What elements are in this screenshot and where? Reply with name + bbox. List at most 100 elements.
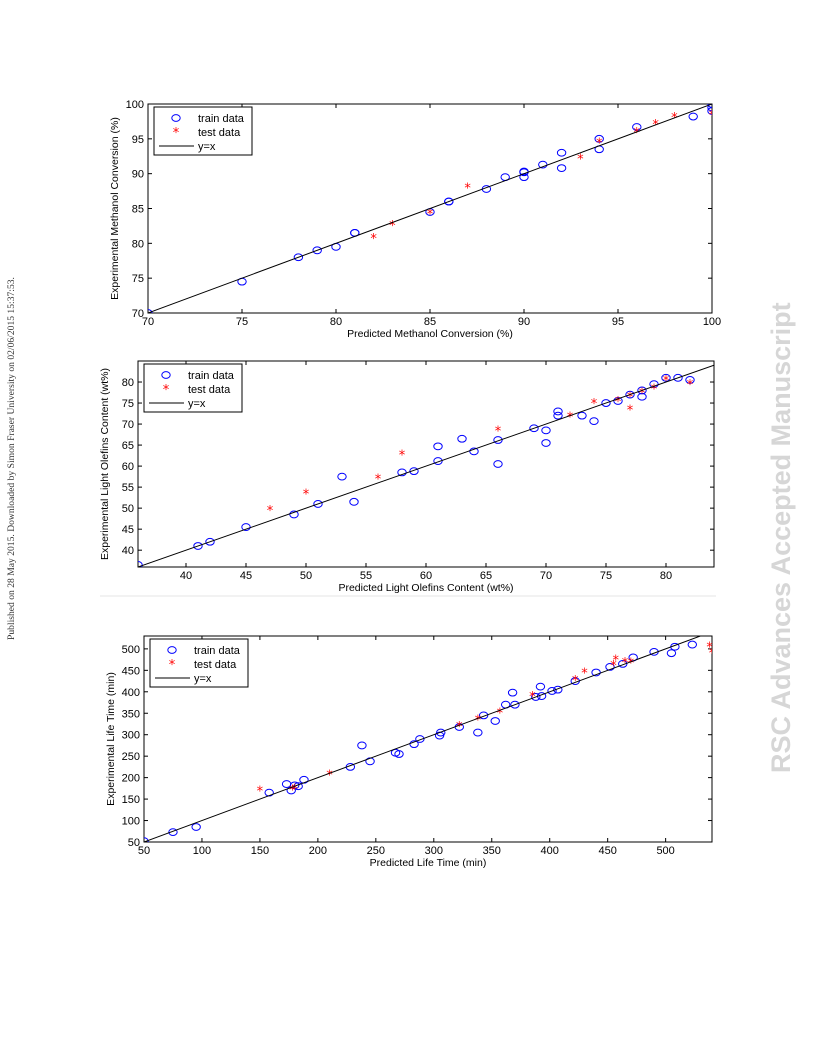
methanol-train-point: [707, 107, 712, 115]
methanol-y-tick-label: 80: [132, 238, 144, 250]
lifetime-train-point: [473, 728, 483, 737]
methanol-legend-label: y=x: [198, 141, 216, 153]
olefins-y-axis-label: Experimental Light Olefins Content (wt%): [99, 368, 111, 560]
olefins-test-point: *: [567, 410, 574, 425]
methanol-y-tick-label: 95: [132, 134, 144, 146]
lifetime-x-tick-label: 150: [251, 845, 269, 857]
methanol-train-point: [148, 309, 153, 313]
olefins-train-point: [541, 439, 551, 447]
lifetime-y-tick-label: 100: [122, 816, 140, 828]
methanol-train-point: [556, 164, 567, 172]
olefins-y-tick-label: 65: [122, 440, 134, 452]
lifetime-y-tick-label: 300: [122, 730, 140, 742]
methanol-train-point: [632, 123, 642, 131]
methanol-test-point: *: [577, 152, 584, 167]
olefins-train-point: [493, 436, 503, 444]
lifetime-test-point: *: [613, 654, 620, 669]
lifetime-train-point: [144, 837, 149, 842]
lifetime-train-point: [605, 663, 615, 671]
olefins-legend-label: train data: [188, 370, 235, 382]
olefins-x-tick-label: 55: [360, 570, 372, 582]
olefins-train-point: [313, 500, 323, 508]
lifetime-y-tick-label: 350: [122, 708, 140, 720]
lifetime-test-point: *: [289, 784, 296, 799]
methanol-conversion-chart: 70 75 80 85 90 95 100 70 75 80 85 90 95 100 Predicted …: [109, 99, 721, 340]
lifetime-y-tick-label: 500: [122, 644, 140, 656]
olefins-x-tick-label: 65: [480, 570, 492, 582]
lifetime-train-point: [591, 668, 601, 677]
olefins-test-point: *: [639, 387, 646, 402]
olefins-y-tick-label: 45: [122, 524, 134, 536]
olefins-train-point: [469, 447, 479, 456]
olefins-train-point: [433, 457, 443, 465]
methanol-legend-test-marker: *: [173, 126, 180, 141]
olefins-train-point: [553, 407, 563, 416]
methanol-plot-area: * * * * * * * * * *: [148, 104, 712, 313]
olefins-plot-area: ******* * *** ** *: [138, 364, 714, 567]
lifetime-test-point: *: [326, 769, 333, 784]
olefins-legend-test-marker: *: [163, 383, 170, 398]
olefins-train-point: [397, 468, 407, 477]
olefins-train-point: [193, 542, 203, 550]
lifetime-train-point: [507, 688, 518, 697]
olefins-x-tick-label: 80: [660, 570, 672, 582]
methanol-train-point: [594, 134, 604, 143]
olefins-x-tick-label: 45: [240, 570, 252, 582]
lifetime-test-point: *: [706, 641, 713, 656]
methanol-y-tick-label: 75: [132, 273, 144, 285]
methanol-test-point: *: [464, 182, 471, 197]
lifetime-test-point: *: [628, 657, 635, 672]
olefins-train-point: [685, 376, 695, 384]
methanol-train-point: [556, 148, 567, 157]
lifetime-y-tick-label: 450: [122, 665, 140, 677]
olefins-train-point: [553, 411, 563, 420]
olefins-test-point: *: [687, 378, 694, 393]
methanol-legend-box: [153, 106, 253, 156]
olefins-y-tick-label: 55: [122, 482, 134, 494]
olefins-train-point: [589, 417, 599, 426]
olefins-train-point: [613, 397, 623, 405]
olefins-train-point: [649, 380, 659, 389]
lifetime-x-tick-label: 200: [309, 845, 327, 857]
olefins-train-point: [289, 510, 299, 519]
olefins-train-point: [349, 497, 359, 506]
lifetime-train-point: [510, 700, 520, 709]
lifetime-train-point: [687, 640, 697, 649]
olefins-train-point: [433, 442, 443, 451]
lifetime-x-tick-label: 250: [367, 845, 385, 857]
lifetime-legend-label: test data: [194, 659, 237, 671]
methanol-x-tick-label: 90: [518, 316, 530, 328]
olefins-train-point: [637, 386, 647, 395]
olefins-legend-train-marker: [161, 371, 171, 379]
lifetime-train-point: [666, 649, 677, 658]
olefins-y-tick-label: 60: [122, 461, 134, 473]
lifetime-y-tick-label: 400: [122, 687, 140, 699]
lifetime-test-point: *: [610, 659, 617, 674]
lifetime-x-tick-label: 100: [193, 845, 211, 857]
olefins-x-tick-label: 40: [180, 570, 192, 582]
olefins-legend-box: [143, 363, 243, 413]
lifetime-test-point: *: [529, 690, 536, 705]
life-time-chart: 50 100 150 200 250 300 350 400 450 500 50 100 150 200…: [105, 635, 713, 869]
methanol-legend-train-marker: [171, 114, 181, 122]
olefins-y-tick-label: 80: [122, 377, 134, 389]
methanol-x-tick-label: 95: [612, 316, 624, 328]
olefins-x-axis-label: Predicted Light Olefins Content (wt%): [338, 582, 513, 594]
olefins-test-point: *: [627, 403, 634, 418]
olefins-x-tick-label: 50: [300, 570, 312, 582]
methanol-x-tick-label: 75: [236, 316, 248, 328]
lifetime-x-tick-label: 300: [425, 845, 443, 857]
olefins-train-point: [577, 411, 587, 420]
methanol-y-tick-label: 100: [126, 99, 144, 111]
lifetime-legend-label: y=x: [194, 673, 212, 685]
methanol-legend-label: test data: [198, 127, 241, 139]
olefins-test-point: *: [591, 397, 598, 412]
lifetime-test-point: *: [572, 674, 579, 689]
lifetime-axes-box: [143, 635, 713, 843]
methanol-train-point: [444, 197, 454, 206]
olefins-test-point: *: [375, 473, 382, 488]
methanol-test-point: *: [427, 207, 434, 222]
methanol-x-tick-label: 85: [424, 316, 436, 328]
lifetime-legend-test-marker: *: [169, 658, 176, 673]
